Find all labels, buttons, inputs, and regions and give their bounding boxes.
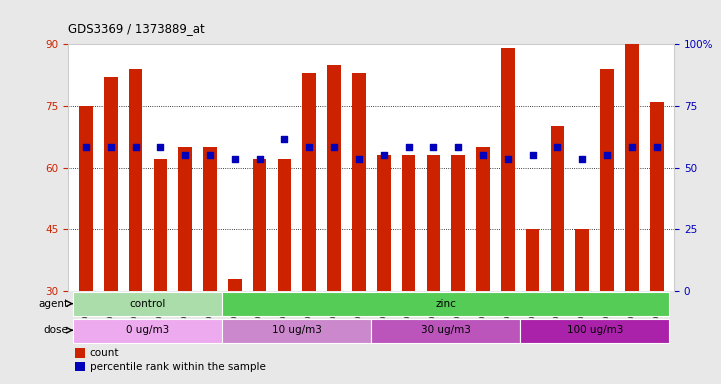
- Bar: [575, 229, 589, 291]
- Point: [304, 144, 315, 150]
- Bar: [650, 102, 663, 291]
- Bar: [521, 319, 669, 343]
- Text: count: count: [89, 348, 119, 358]
- Point: [601, 152, 613, 158]
- Bar: [74, 292, 222, 316]
- Bar: [451, 155, 465, 291]
- Point: [328, 144, 340, 150]
- Bar: [278, 159, 291, 291]
- Bar: [302, 73, 316, 291]
- Bar: [228, 278, 242, 291]
- Bar: [625, 44, 639, 291]
- Point: [180, 152, 191, 158]
- Point: [130, 144, 141, 150]
- Point: [428, 144, 439, 150]
- Text: 30 ug/m3: 30 ug/m3: [421, 325, 471, 335]
- Point: [378, 152, 389, 158]
- Point: [452, 144, 464, 150]
- Text: dose: dose: [43, 325, 68, 335]
- Point: [105, 144, 117, 150]
- Text: control: control: [130, 299, 166, 309]
- Bar: [128, 69, 142, 291]
- Bar: [476, 147, 490, 291]
- Bar: [74, 348, 86, 358]
- Bar: [427, 155, 441, 291]
- Text: percentile rank within the sample: percentile rank within the sample: [89, 361, 265, 371]
- Bar: [551, 126, 565, 291]
- Text: 100 ug/m3: 100 ug/m3: [567, 325, 623, 335]
- Bar: [178, 147, 192, 291]
- Text: 10 ug/m3: 10 ug/m3: [272, 325, 322, 335]
- Point: [204, 152, 216, 158]
- Bar: [371, 319, 521, 343]
- Text: agent: agent: [38, 299, 68, 309]
- Point: [279, 136, 291, 142]
- Bar: [601, 69, 614, 291]
- Point: [254, 156, 265, 162]
- Point: [477, 152, 489, 158]
- Point: [577, 156, 588, 162]
- Point: [626, 144, 637, 150]
- Bar: [377, 155, 391, 291]
- Bar: [74, 362, 86, 371]
- Point: [651, 144, 663, 150]
- Bar: [203, 147, 217, 291]
- Bar: [79, 106, 93, 291]
- Point: [154, 144, 166, 150]
- Bar: [222, 292, 669, 316]
- Point: [552, 144, 563, 150]
- Text: GDS3369 / 1373889_at: GDS3369 / 1373889_at: [68, 22, 205, 35]
- Point: [353, 156, 365, 162]
- Bar: [501, 48, 515, 291]
- Point: [403, 144, 415, 150]
- Bar: [74, 319, 222, 343]
- Point: [80, 144, 92, 150]
- Point: [502, 156, 513, 162]
- Bar: [104, 77, 118, 291]
- Bar: [253, 159, 267, 291]
- Bar: [402, 155, 415, 291]
- Bar: [352, 73, 366, 291]
- Point: [527, 152, 539, 158]
- Bar: [526, 229, 539, 291]
- Text: zinc: zinc: [435, 299, 456, 309]
- Bar: [222, 319, 371, 343]
- Bar: [327, 65, 341, 291]
- Text: 0 ug/m3: 0 ug/m3: [126, 325, 169, 335]
- Bar: [154, 159, 167, 291]
- Point: [229, 156, 241, 162]
